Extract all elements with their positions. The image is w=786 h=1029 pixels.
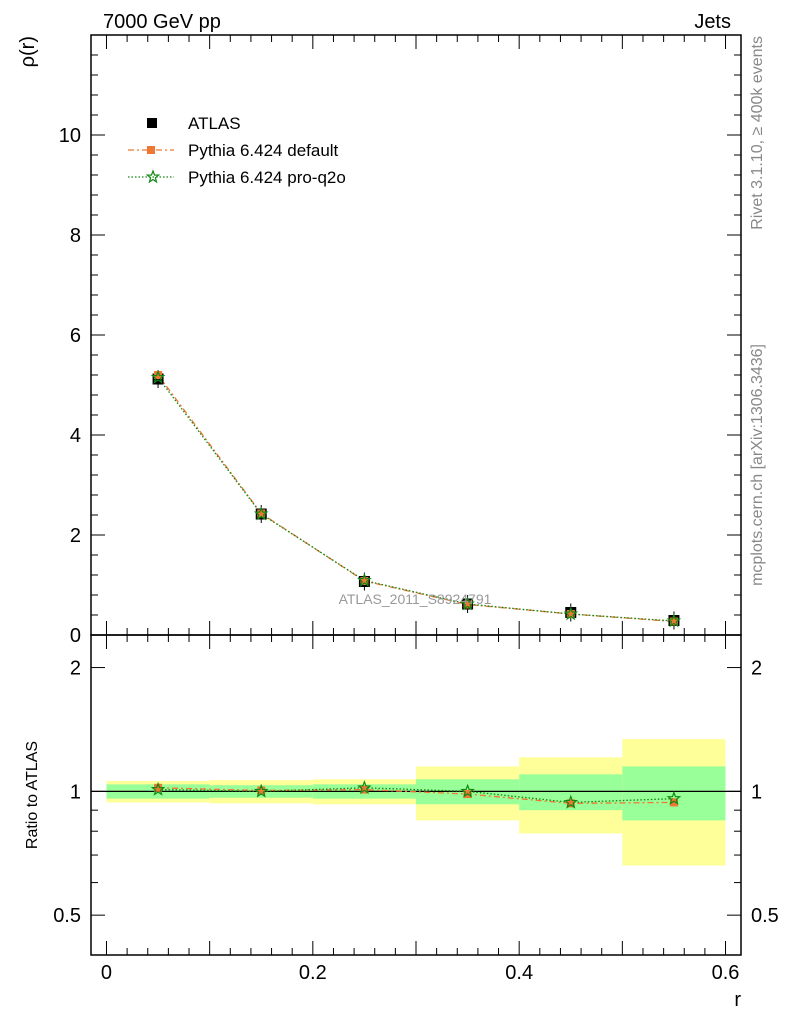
ratio-panel: 0 0.2 0.4 0.6 0.5 0.5 1 1 2 2 (53, 35, 779, 984)
x-tick-label: 0.4 (505, 962, 533, 984)
ratio-point-proq2o (460, 783, 475, 798)
data-point-default (154, 371, 163, 379)
ratio-point-default (257, 786, 266, 795)
ratio-point-default (360, 785, 369, 794)
ratio-y-tick-label-right: 0.5 (751, 905, 779, 927)
series-line-proq2o (157, 377, 674, 622)
ratio-point-proq2o (253, 783, 269, 798)
ratio-point-proq2o (150, 781, 166, 796)
data-point-default (566, 610, 575, 618)
x-tick-label: 0 (101, 962, 112, 984)
series-line-default (157, 374, 674, 623)
legend-marker-atlas (147, 118, 157, 128)
data-point-proq2o (666, 613, 682, 628)
ratio-y-tick-label: 0.5 (53, 905, 81, 927)
ratio-point-proq2o (357, 780, 372, 795)
ratio-point-proq2o (666, 790, 682, 805)
data-point-default (257, 509, 266, 518)
analysis-watermark: ATLAS_2011_S8924791 (339, 591, 492, 607)
mcplots-label: mcplots.cern.ch [arXiv:1306.3436] (749, 344, 766, 586)
ratio-point-default (669, 798, 678, 807)
header-right: Jets (694, 11, 731, 33)
y-tick-label: 0 (70, 625, 81, 647)
y-tick-label: 2 (70, 525, 81, 547)
header-left: 7000 GeV pp (103, 11, 221, 33)
data-point-proq2o (563, 606, 579, 621)
legend-label-default: Pythia 6.424 default (188, 141, 339, 160)
legend: ATLAS Pythia 6.424 default Pythia 6.424 … (128, 114, 346, 187)
ratio-y-tick-label: 1 (70, 781, 81, 803)
y-axis-label: ρ(r) (17, 36, 39, 67)
data-point-proq2o (150, 369, 166, 384)
legend-marker-proq2o (145, 169, 161, 184)
data-point-default (669, 617, 678, 626)
legend-label-proq2o: Pythia 6.424 pro-q2o (188, 168, 346, 187)
legend-label-atlas: ATLAS (188, 114, 241, 133)
data-point-proq2o (357, 572, 372, 587)
ratio-point-default (566, 799, 575, 808)
ratio-point-default (154, 783, 163, 792)
x-axis-label: r (734, 989, 741, 1011)
x-tick-label: 0.6 (712, 962, 740, 984)
ratio-y-axis-label: Ratio to ATLAS (24, 741, 41, 849)
y-tick-label: 8 (70, 225, 81, 247)
y-tick-label: 10 (59, 125, 81, 147)
ratio-y-tick-label-right: 1 (751, 781, 762, 803)
ratio-y-tick-label-right: 2 (751, 658, 762, 680)
ratio-line-default (158, 787, 674, 805)
ratio-line-proq2o (158, 787, 674, 804)
main-panel: 0 2 4 6 8 10 (59, 34, 742, 647)
y-tick-label: 6 (70, 325, 81, 347)
data-point-default (360, 577, 369, 585)
ratio-point-proq2o (563, 794, 579, 809)
ratio-y-tick-label: 2 (70, 658, 81, 680)
x-tick-label: 0.2 (299, 962, 327, 984)
data-point-proq2o (460, 596, 475, 611)
rivet-label: Rivet 3.1.10, ≥ 400k events (749, 36, 766, 230)
data-point-default (463, 600, 472, 609)
y-tick-label: 4 (70, 425, 81, 447)
data-point-proq2o (253, 506, 269, 521)
legend-marker-default (147, 146, 155, 154)
